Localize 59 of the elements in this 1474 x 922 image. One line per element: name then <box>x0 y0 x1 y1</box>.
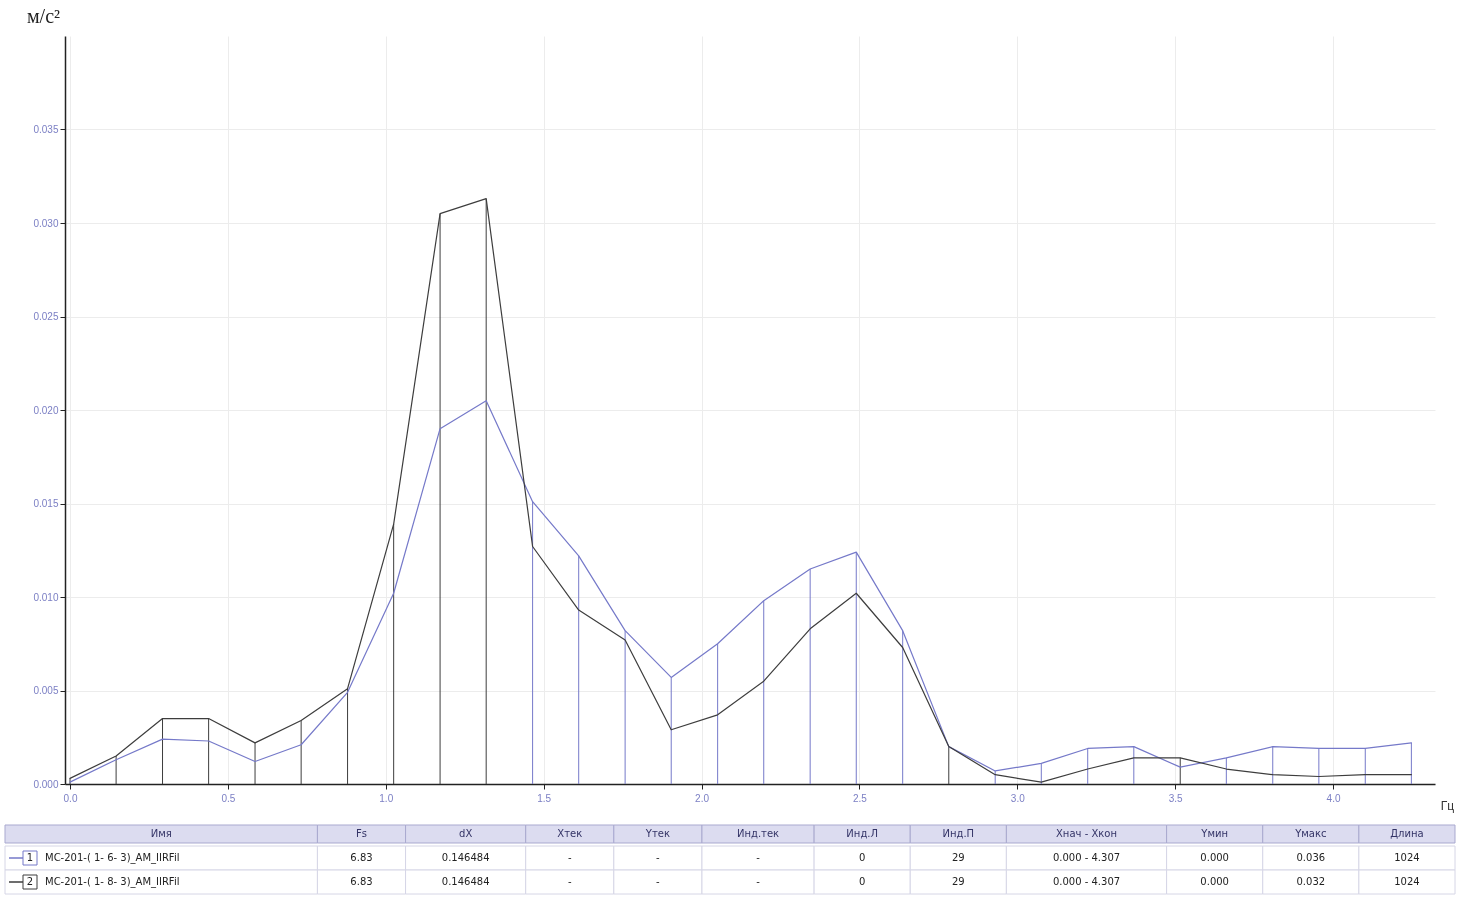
text: Инд.П <box>942 828 975 839</box>
y-tick-label: 0.005 <box>33 685 59 696</box>
text: - <box>567 852 572 863</box>
text: 1024 <box>1394 852 1420 863</box>
text: 0 <box>858 876 866 887</box>
text: Длина <box>1390 828 1424 839</box>
text: 0.000 - 4.307 <box>1052 876 1121 887</box>
y-tick-label: 0.030 <box>33 217 59 229</box>
x-tick-label: 0.5 <box>221 792 236 804</box>
text: Xтек <box>557 828 583 839</box>
text: 1 <box>26 852 34 863</box>
text: - <box>567 876 572 887</box>
text: 0.146484 <box>441 852 490 863</box>
text: 0 <box>858 852 866 863</box>
text: 29 <box>951 876 965 887</box>
text: Инд.Л <box>846 828 878 839</box>
text: - <box>656 876 661 887</box>
text: Yмакс <box>1294 828 1327 839</box>
text: 0.032 <box>1296 876 1326 887</box>
x-axis-title: Гц <box>1440 798 1455 813</box>
text: 0.036 <box>1296 852 1326 863</box>
text: 2 <box>26 876 34 887</box>
line-series <box>69 198 1412 783</box>
x-tick-label: 3.0 <box>1010 792 1026 804</box>
text: Инд.тек <box>736 828 780 839</box>
x-tick-label: 3.5 <box>1168 792 1184 804</box>
legend-label: MC-201-( 1- 6- 3)_AM_IIRFil <box>45 852 180 864</box>
text: Yтек <box>644 828 670 839</box>
y-tick-label: 0.035 <box>33 124 59 135</box>
text: Fs <box>356 828 367 839</box>
x-tick-label: 2.5 <box>852 792 868 804</box>
text: 1024 <box>1394 876 1420 887</box>
x-tick-label: 0.0 <box>63 792 78 804</box>
text: dX <box>459 828 473 839</box>
text: Xнач - Xкон <box>1056 828 1117 839</box>
line-series <box>69 400 1412 783</box>
text: Имя <box>150 828 172 839</box>
x-tick-label: 1.0 <box>379 792 394 804</box>
y-tick-label: 0.020 <box>33 404 59 416</box>
text: 0.000 <box>1200 852 1229 863</box>
y-axis-title: м/с² <box>26 4 61 27</box>
text: - <box>756 852 761 863</box>
x-tick-label: 2.0 <box>695 792 710 804</box>
text: 0.146484 <box>441 876 490 887</box>
y-tick-label: 0.015 <box>33 498 59 509</box>
y-tick-label: 0.000 <box>33 778 59 790</box>
y-tick-label: 0.010 <box>33 591 59 603</box>
legend-label: MC-201-( 1- 8- 3)_AM_IIRFil <box>45 876 180 888</box>
x-tick-label: 1.5 <box>537 792 552 804</box>
text: 0.000 - 4.307 <box>1052 852 1121 863</box>
text: - <box>656 852 661 863</box>
text: - <box>756 876 761 887</box>
text: 0.000 <box>1200 876 1229 887</box>
text: 6.83 <box>350 852 373 863</box>
text: 6.83 <box>350 876 373 887</box>
y-tick-label: 0.025 <box>33 311 59 322</box>
text: Yмин <box>1200 828 1229 839</box>
x-tick-label: 4.0 <box>1326 792 1341 804</box>
text: 29 <box>951 852 965 863</box>
